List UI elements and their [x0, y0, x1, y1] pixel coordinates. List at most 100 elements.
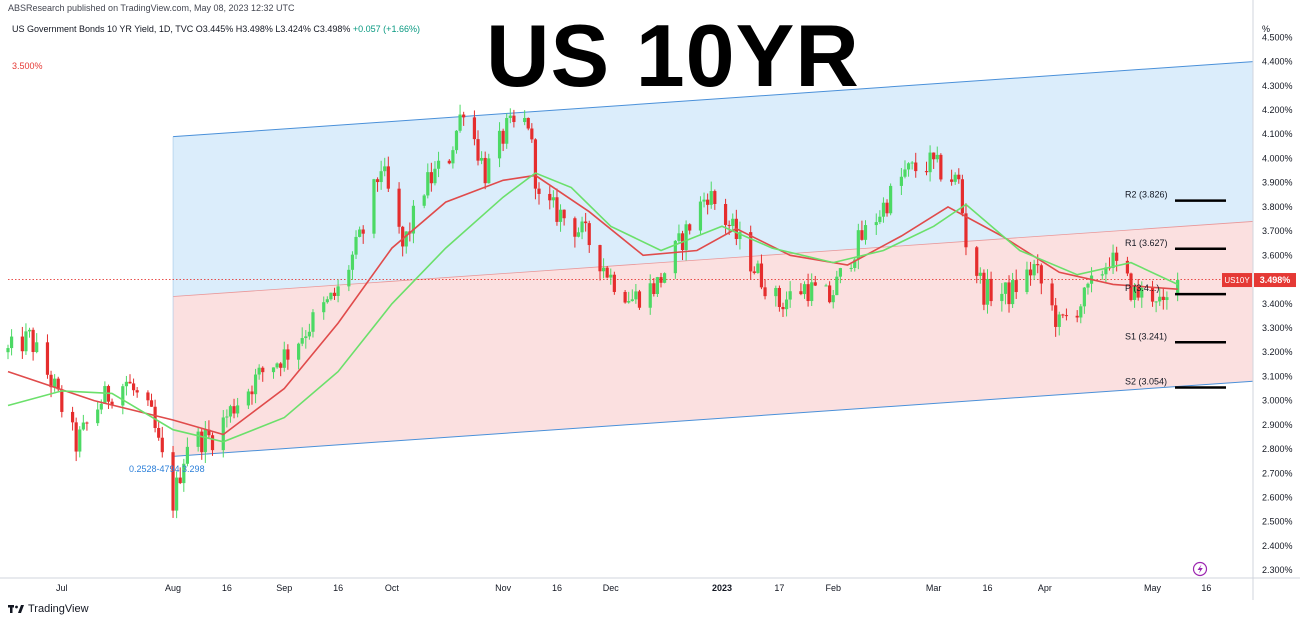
candle	[526, 117, 530, 131]
x-tick-label: 16	[333, 583, 343, 593]
candle	[85, 421, 89, 431]
candle	[27, 327, 32, 338]
pivot-label: P (3.4...)	[1125, 283, 1159, 293]
y-tick-label: 2.600%	[1262, 493, 1293, 503]
candle	[1050, 278, 1054, 311]
candle	[605, 266, 609, 279]
candle	[128, 374, 132, 384]
y-tick-label: 2.900%	[1262, 420, 1293, 430]
candle-body	[881, 202, 886, 217]
candle	[253, 368, 258, 404]
candle	[70, 406, 75, 431]
candle	[1032, 259, 1036, 281]
publisher-header: ABSResearch published on TradingView.com…	[8, 3, 295, 13]
candle-body	[975, 247, 979, 276]
candle	[777, 285, 781, 312]
candle-body	[537, 188, 541, 194]
candle	[397, 182, 401, 234]
candle-body	[878, 216, 882, 223]
candle-body	[512, 115, 516, 123]
candle-body	[957, 174, 961, 180]
candle	[1003, 282, 1008, 305]
candle	[856, 223, 860, 270]
candle-body	[863, 225, 868, 240]
candle	[1104, 262, 1108, 284]
candle-body	[53, 378, 57, 388]
candle	[454, 130, 459, 154]
candle	[749, 225, 753, 280]
candle	[31, 327, 35, 361]
candle-body	[838, 268, 842, 277]
candle-body	[702, 199, 706, 202]
candle-body	[684, 224, 688, 251]
candle	[584, 212, 588, 232]
candle-body	[784, 299, 789, 310]
pivot-label: R2 (3.826)	[1125, 190, 1168, 200]
candle-body	[397, 188, 401, 227]
candle-body	[573, 218, 577, 237]
candle	[135, 387, 139, 398]
candle	[985, 269, 990, 314]
candle-body	[924, 171, 929, 173]
candle	[939, 153, 943, 182]
candle-body	[131, 383, 136, 391]
candle-body	[383, 166, 387, 172]
candle	[35, 333, 39, 354]
candle	[325, 296, 329, 304]
candle	[332, 287, 337, 300]
candle-body	[799, 291, 803, 295]
candle	[899, 167, 903, 195]
candle-body	[601, 267, 606, 272]
candle-body	[325, 299, 329, 303]
candle	[1000, 283, 1004, 312]
candle	[225, 409, 229, 428]
candle	[358, 226, 362, 238]
candle-body	[1150, 287, 1155, 302]
candle	[1176, 272, 1180, 302]
regression-channel	[172, 61, 1254, 457]
candle-body	[386, 166, 390, 189]
candle-body	[508, 115, 512, 118]
candle-body	[551, 197, 555, 201]
candle-body	[379, 171, 383, 183]
candle	[655, 276, 660, 297]
candle-body	[196, 431, 200, 447]
candle	[889, 183, 893, 216]
y-tick-label: 2.800%	[1262, 444, 1293, 454]
candle-body	[480, 157, 484, 161]
candle-body	[472, 117, 477, 140]
candle	[232, 398, 236, 419]
candle-body	[835, 276, 839, 296]
symbol-name: US Government Bonds 10 YR Yield, 1D, TVC	[12, 24, 194, 34]
candle-body	[404, 231, 408, 247]
y-tick-label: 3.300%	[1262, 323, 1293, 333]
y-tick-label: 3.800%	[1262, 202, 1293, 212]
x-tick-label: Feb	[825, 583, 841, 593]
candle-body	[989, 278, 993, 302]
candle-body	[1104, 267, 1108, 275]
candle	[178, 467, 182, 485]
candle	[551, 190, 555, 208]
candle-body	[788, 291, 792, 300]
candle-body	[939, 154, 943, 180]
candle	[483, 151, 487, 190]
candle-body	[487, 158, 491, 184]
chart-title: US 10YR	[486, 6, 860, 105]
candle-body	[60, 389, 64, 412]
candle	[627, 291, 631, 304]
candle	[106, 384, 111, 409]
candle	[774, 285, 778, 307]
ma-slow-line	[7, 172, 1179, 443]
candle-body	[261, 367, 265, 373]
candle-body	[347, 269, 351, 287]
candle-body	[228, 406, 233, 417]
candle-body	[1100, 274, 1104, 276]
y-tick-label: 2.500%	[1262, 517, 1293, 527]
candle	[372, 178, 376, 239]
candle	[763, 279, 767, 300]
candle	[799, 283, 803, 296]
candle-body	[1036, 264, 1040, 266]
candle	[828, 281, 832, 304]
candle-body	[914, 162, 918, 172]
